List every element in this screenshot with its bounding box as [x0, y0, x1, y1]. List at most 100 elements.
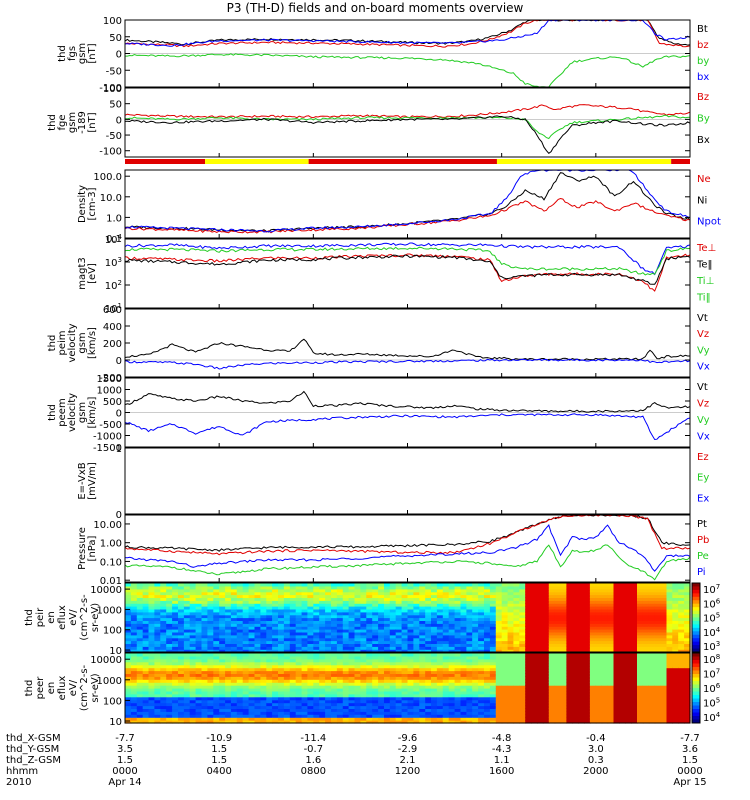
vi-ytick-label: 600 — [103, 305, 122, 316]
ion_spec-heatmap-cell — [572, 640, 579, 644]
ion_spec-heatmap-cell — [189, 600, 197, 604]
ion_spec-heatmap-cell — [154, 617, 161, 621]
elec_spec-heatmap-cell — [319, 688, 326, 692]
elec_spec-heatmap-cell — [578, 653, 585, 657]
ion_spec-heatmap-cell — [348, 637, 356, 642]
elec_spec-heatmap-cell — [419, 717, 426, 721]
elec_spec-heatmap-cell — [254, 693, 261, 698]
ion_spec-heatmap-cell — [236, 623, 244, 627]
elec_spec-heatmap-cell — [419, 661, 426, 666]
elec_spec-heatmap-cell — [336, 655, 344, 660]
ion_spec-heatmap-cell — [601, 606, 609, 610]
elec_spec-heatmap-cell — [248, 655, 256, 660]
ion_spec-heatmap-cell — [195, 583, 203, 587]
ion_spec-heatmap-cell — [513, 594, 520, 598]
ion_spec-heatmap-cell — [336, 606, 344, 610]
ion_spec-heatmap-cell — [348, 646, 356, 650]
elec_spec-heatmap-cell — [342, 720, 350, 724]
elec_spec-heatmap-cell — [201, 720, 208, 724]
ion_spec-heatmap-cell — [484, 614, 491, 619]
elec_spec-heatmap-cell — [360, 693, 367, 698]
elec_spec-heatmap-cell — [531, 670, 538, 674]
ion_spec-heatmap-cell — [230, 617, 238, 621]
elec_spec-heatmap-cell — [678, 676, 685, 680]
elec_spec-heatmap-cell — [142, 714, 150, 718]
ion_spec-heatmap-cell — [436, 617, 444, 621]
ion_spec-heatmap-cell — [648, 620, 656, 624]
ion_spec-heatmap-cell — [172, 614, 179, 619]
elec_spec-heatmap-cell — [601, 682, 609, 686]
ion_spec-heatmap-cell — [678, 620, 685, 624]
elec_spec-heatmap-cell — [325, 653, 332, 657]
elec_spec-heatmap-cell — [660, 679, 668, 683]
ion_spec-heatmap-cell — [160, 597, 167, 601]
ion_spec-heatmap-cell — [254, 640, 261, 644]
elec_spec-heatmap-cell — [183, 676, 191, 680]
elec_spec-heatmap-cell — [401, 658, 409, 663]
ion_spec-heatmap-cell — [230, 623, 238, 627]
elec_spec-heatmap-cell — [495, 717, 503, 721]
ion_spec-heatmap-cell — [513, 583, 520, 587]
elec_spec-heatmap-cell — [331, 653, 338, 657]
elec_spec-heatmap-cell — [513, 693, 520, 698]
elec_spec-heatmap-cell — [172, 676, 179, 680]
elec_spec-heatmap-cell — [272, 711, 279, 715]
elec_spec-heatmap-cell — [230, 676, 238, 680]
elec_spec-heatmap-cell — [189, 685, 197, 689]
ion_spec-heatmap-cell — [595, 637, 603, 642]
ion_spec-heatmap-cell — [501, 643, 509, 647]
ion_spec-heatmap-cell — [572, 594, 579, 598]
elec_spec-heatmap-cell — [360, 664, 367, 669]
ion_spec-heatmap-cell — [642, 629, 650, 633]
elec_spec-heatmap-cell — [548, 690, 556, 695]
elec_spec-heatmap-cell — [401, 705, 409, 709]
elec_spec-heatmap-cell — [648, 688, 656, 692]
elec_spec-heatmap-cell — [642, 708, 650, 712]
elec_spec-heatmap-cell — [584, 655, 591, 660]
elec_spec-heatmap-cell — [489, 699, 497, 704]
elec_spec-heatmap-cell — [160, 664, 167, 669]
ion_spec-heatmap-cell — [454, 591, 462, 596]
elec_spec-heatmap-cell — [331, 696, 338, 701]
ion_spec-heatmap-cell — [448, 603, 456, 607]
elec_spec-heatmap-cell — [442, 699, 450, 704]
ion_spec-heatmap-cell — [213, 646, 220, 650]
ion_spec-heatmap-cell — [519, 594, 526, 598]
ion_spec-heatmap-cell — [384, 617, 391, 621]
ion_spec-heatmap-cell — [389, 611, 397, 616]
elec_spec-heatmap-cell — [319, 690, 326, 695]
elec_spec-heatmap-cell — [219, 693, 226, 698]
fge-ylabel-line: gsm — [67, 112, 78, 133]
ion_spec-heatmap-cell — [566, 617, 573, 621]
ion_spec-heatmap-cell — [425, 608, 432, 613]
ion_spec-heatmap-cell — [566, 626, 573, 630]
elec_spec-heatmap-cell — [336, 714, 344, 718]
ion_spec-heatmap-cell — [660, 626, 668, 630]
ion_spec-heatmap-cell — [560, 588, 567, 593]
ion_spec-heatmap-cell — [407, 614, 414, 619]
ion_spec-heatmap-cell — [601, 629, 609, 633]
elec_spec-heatmap-cell — [566, 661, 573, 666]
elec_spec-heatmap-cell — [454, 679, 462, 683]
ion_spec-heatmap-cell — [307, 646, 314, 650]
elec_spec-colorbar-swatch — [692, 681, 700, 685]
elec_spec-heatmap-cell — [142, 702, 150, 707]
ion_spec-heatmap-cell — [372, 603, 379, 607]
ion_spec-heatmap-cell — [201, 591, 208, 596]
ion_spec-heatmap-cell — [378, 617, 385, 621]
ion_spec-heatmap-cell — [195, 600, 203, 604]
elec_spec-heatmap-cell — [678, 658, 685, 663]
elec_spec-heatmap-cell — [242, 661, 250, 666]
elec_spec-heatmap-cell — [501, 708, 509, 712]
ion_spec-heatmap-cell — [125, 649, 132, 653]
elec_spec-heatmap-cell — [319, 714, 326, 718]
ion_spec-heatmap-cell — [172, 646, 179, 650]
elec_spec-heatmap-cell — [407, 655, 414, 660]
ion_spec-heatmap-cell — [266, 583, 273, 587]
elec_spec-heatmap-cell — [478, 699, 485, 704]
elec_spec-heatmap-cell — [472, 705, 479, 709]
elec_spec-heatmap-cell — [666, 685, 673, 689]
ion_spec-heatmap-cell — [566, 611, 573, 616]
ion_spec-heatmap-cell — [283, 649, 291, 653]
elec_spec-heatmap-cell — [578, 679, 585, 683]
